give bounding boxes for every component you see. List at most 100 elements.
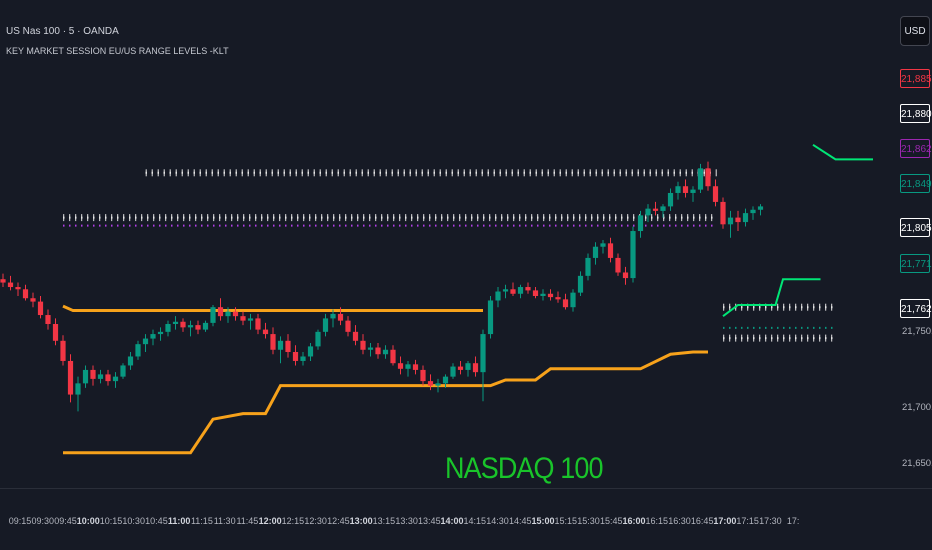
candle-body — [525, 287, 531, 291]
time-tick-label: 13:45 — [418, 516, 441, 526]
candle-body — [112, 376, 119, 382]
time-tick-label: 12:30 — [304, 516, 327, 526]
candle-body — [67, 360, 74, 395]
candle-body — [615, 257, 621, 273]
candle-body — [720, 201, 726, 225]
candle-body — [637, 215, 644, 232]
candle-body — [570, 292, 576, 308]
candle-body — [405, 364, 411, 369]
candle-body — [30, 298, 36, 302]
candle-body — [0, 279, 6, 283]
candle-body — [60, 340, 66, 361]
time-tick-label: 16:30 — [668, 516, 691, 526]
price-tag: 21,862.8 — [900, 139, 932, 158]
time-tick-label: 12:00 — [258, 516, 282, 526]
candle-body — [75, 383, 81, 395]
candle-body — [577, 275, 584, 293]
candle-body — [202, 322, 209, 330]
time-tick-label: 11:30 — [213, 516, 236, 526]
time-tick-label: 13:00 — [349, 516, 373, 526]
candle-body — [232, 311, 239, 317]
candle-body — [517, 287, 524, 294]
candle-body — [262, 329, 269, 335]
time-tick-label: 17:00 — [713, 516, 737, 526]
time-tick-label: 11:15 — [190, 516, 213, 526]
candle-body — [300, 356, 306, 361]
candle-body — [420, 369, 426, 382]
time-tick-label: 09:15 — [8, 516, 32, 526]
time-tick-label: 14:15 — [463, 516, 487, 526]
time-tick-label: 14:45 — [509, 516, 532, 526]
candle-body — [255, 318, 261, 330]
candle-body — [352, 331, 359, 341]
price-tag: 21,849.0 — [900, 174, 932, 193]
candle-body — [22, 289, 29, 299]
candle-body — [727, 217, 734, 225]
range-low-track — [63, 350, 708, 455]
time-tick-label: 16:45 — [690, 516, 714, 526]
candle-body — [667, 192, 674, 207]
range-high-line — [62, 304, 483, 313]
candle-body — [165, 324, 171, 332]
time-tick-label: 13:15 — [372, 516, 396, 526]
candle-body — [757, 206, 764, 210]
candle-body — [697, 168, 704, 190]
candle-body — [142, 338, 149, 345]
candle-body — [705, 168, 711, 187]
candle-body — [240, 316, 246, 321]
candle-body — [457, 366, 464, 370]
candle-body — [172, 321, 179, 324]
candle-body — [150, 334, 156, 339]
symbol-watermark: NASDAQ 100 — [445, 452, 603, 485]
candle-body — [270, 334, 276, 350]
candle-body — [90, 369, 96, 379]
price-tag: 21,885.0 — [900, 69, 932, 88]
indicator-label[interactable]: KEY MARKET SESSION EU/US RANGE LEVELS -K… — [6, 46, 229, 56]
candle-body — [45, 315, 51, 324]
candle-body — [225, 311, 231, 317]
session-line — [722, 278, 821, 317]
time-tick-label: 15:00 — [531, 516, 555, 526]
time-tick-label: 09:45 — [54, 516, 77, 526]
time-tick-label: 10:45 — [145, 516, 168, 526]
time-tick-label: 11:45 — [236, 516, 259, 526]
candle-body — [622, 272, 629, 279]
candle-body — [607, 243, 614, 258]
candle-body — [292, 352, 299, 361]
candle-body — [37, 301, 44, 316]
candle-body — [322, 318, 329, 332]
candle-body — [360, 340, 366, 350]
candle-body — [450, 366, 456, 377]
symbol-title[interactable]: US Nas 100 · 5 · OANDA — [6, 26, 119, 37]
candle-body — [307, 346, 314, 357]
time-tick-label: 09:30 — [31, 516, 54, 526]
candle-body — [585, 257, 591, 276]
candle-body — [690, 189, 696, 193]
time-tick-label: 17:15 — [736, 516, 759, 526]
candle-body — [337, 313, 344, 321]
candle-body — [510, 289, 516, 294]
candle-body — [97, 374, 104, 379]
time-tick-label: 16:00 — [622, 516, 646, 526]
candle-body — [562, 299, 569, 308]
price-tag: 21,880.4 — [900, 104, 932, 123]
candle-body — [495, 291, 501, 301]
candle-body — [120, 365, 126, 377]
candle-body — [712, 186, 719, 202]
candle-body — [660, 206, 666, 211]
currency-button[interactable]: USD — [900, 16, 930, 46]
candle-body — [592, 246, 599, 258]
candle-body — [315, 331, 321, 347]
time-tick-label: 17: — [786, 516, 800, 526]
time-tick-label: 11:00 — [167, 516, 191, 526]
candle-body — [532, 290, 539, 296]
candle-body — [127, 356, 134, 366]
time-tick-label: 12:15 — [281, 516, 305, 526]
candle-body — [435, 383, 441, 386]
time-tick-label: 13:30 — [395, 516, 418, 526]
candle-body — [427, 381, 434, 386]
time-tick-label: 10:30 — [122, 516, 145, 526]
time-tick-label: 12:45 — [327, 516, 350, 526]
